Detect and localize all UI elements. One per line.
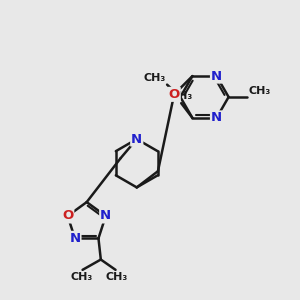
Text: CH₃: CH₃ — [143, 73, 166, 83]
Text: O: O — [169, 88, 180, 101]
Text: N: N — [69, 232, 80, 245]
Text: N: N — [100, 209, 111, 223]
Text: CH₃: CH₃ — [170, 91, 192, 101]
Text: N: N — [131, 133, 142, 146]
Text: CH₃: CH₃ — [70, 272, 92, 282]
Text: O: O — [62, 209, 73, 223]
Text: CH₃: CH₃ — [248, 85, 270, 95]
Text: CH₃: CH₃ — [106, 272, 128, 282]
Text: N: N — [211, 70, 222, 83]
Text: N: N — [211, 111, 222, 124]
